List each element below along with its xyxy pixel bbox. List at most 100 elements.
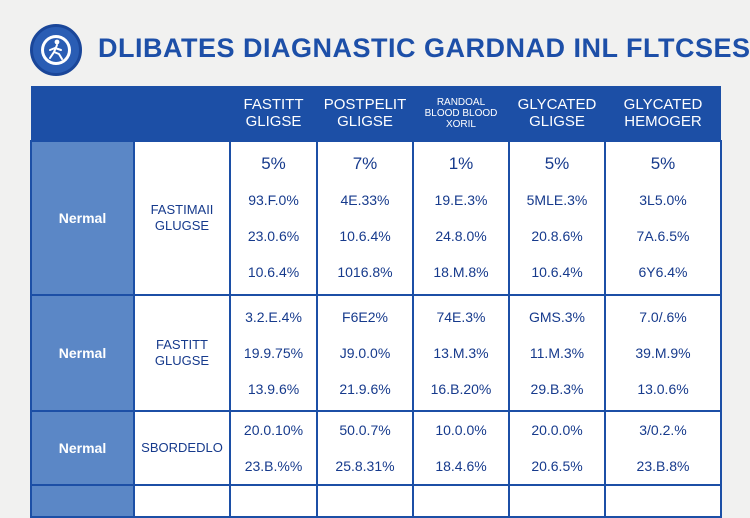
value: 3L5.0% — [639, 192, 687, 208]
value: 19.E.3% — [434, 192, 488, 208]
table-row: Nermal FASTIMAII GLUGSE 5% 93.F.0% 23.0.… — [30, 140, 722, 296]
value: F6E2% — [342, 309, 388, 325]
value-cell: 20.0.10% 23.B.%% — [229, 410, 318, 486]
logo — [30, 24, 82, 76]
header-cell-glycated-hemoglobin: GLYCATED HEMOGER — [605, 86, 721, 141]
value: 23.B.%% — [244, 458, 303, 474]
value: 7.0/.6% — [639, 309, 687, 325]
header-line: GLYCATED — [517, 96, 597, 113]
value-cell — [229, 484, 318, 518]
value: GMS.3% — [528, 309, 585, 325]
test-name-line: GLUGSE — [154, 353, 210, 368]
value: 13.0.6% — [637, 381, 689, 397]
header-line: POSTPELIT — [323, 96, 407, 113]
value: 18.M.8% — [433, 264, 489, 280]
header-cell-empty — [134, 86, 230, 141]
header-cell-fasting: FASTITT GLIGSE — [230, 86, 317, 141]
value: 3.2.E.4% — [245, 309, 302, 325]
value: 20.8.6% — [531, 228, 583, 244]
value: J9.0.0% — [339, 345, 391, 361]
value-cell: 5% 3L5.0% 7A.6.5% 6Y6.4% — [604, 140, 722, 296]
page-title: DLIBATES DIAGNASTIC GARDNAD INL FLTCSES — [98, 33, 750, 63]
value: 93.F.0% — [248, 192, 299, 208]
value: 10.6.4% — [247, 264, 300, 280]
header-line: BLOOD BLOOD — [424, 107, 498, 119]
value: 3/0.2.% — [639, 422, 687, 438]
value: 6Y6.4% — [638, 264, 688, 280]
value-cell: 50.0.7% 25.8.31% — [316, 410, 414, 486]
test-name-line: SBORDEDLO — [141, 440, 223, 455]
value-cell: 1% 19.E.3% 24.8.0% 18.M.8% — [412, 140, 510, 296]
value-cell: 10.0.0% 18.4.6% — [412, 410, 510, 486]
value: 10.6.4% — [339, 228, 391, 244]
test-name-cell: FASTIMAII GLUGSE — [133, 140, 231, 296]
value-cell — [412, 484, 510, 518]
test-name-line: GLUGSE — [154, 218, 210, 233]
header-line: GLIGSE — [529, 113, 585, 130]
header-line: XORIL — [445, 118, 476, 130]
value: 50.0.7% — [339, 422, 391, 438]
value: 23.B.8% — [636, 458, 690, 474]
header-line: GLIGSE — [337, 113, 393, 130]
value: 13.M.3% — [433, 345, 489, 361]
value: 24.8.0% — [435, 228, 487, 244]
test-name-cell: SBORDEDLO — [133, 410, 231, 486]
value: 4E.33% — [340, 192, 390, 208]
value: 10.0.0% — [435, 422, 487, 438]
header-cell-random: RANDOAL BLOOD BLOOD XORIL — [413, 86, 509, 141]
value: 19.9.75% — [243, 345, 304, 361]
value: 20.0.10% — [243, 422, 304, 438]
header-cell-glycated: GLYCATED GLIGSE — [509, 86, 605, 141]
value: 5MLE.3% — [526, 192, 588, 208]
header-line: GLYCATED — [623, 96, 703, 113]
header-line: RANDOAL — [436, 96, 486, 108]
value-cell: 3.2.E.4% 19.9.75% 13.9.6% — [229, 294, 318, 412]
header-row: FASTITT GLIGSE POSTPELIT GLIGSE RANDOAL … — [31, 86, 721, 141]
value: 11.M.3% — [529, 345, 585, 361]
value: 5% — [261, 154, 286, 173]
value-cell — [508, 484, 606, 518]
value: 16.B.20% — [430, 381, 492, 397]
row-label: Nermal — [30, 294, 135, 412]
header-line: FASTITT — [243, 96, 304, 113]
value-cell: GMS.3% 11.M.3% 29.B.3% — [508, 294, 606, 412]
header-line: GLIGSE — [245, 113, 302, 130]
header-line: HEMOGER — [624, 113, 702, 130]
test-name-line: FASTIMAII — [150, 202, 214, 217]
value: 29.B.3% — [530, 381, 584, 397]
value: 1% — [448, 154, 474, 173]
value-cell: 3/0.2.% 23.B.8% — [604, 410, 722, 486]
value: 10.6.4% — [531, 264, 583, 280]
value: 25.8.31% — [335, 458, 395, 474]
header-cell-postprandial: POSTPELIT GLIGSE — [317, 86, 413, 141]
page-header: DLIBATES DIAGNASTIC GARDNAD INL FLTCSES — [0, 0, 750, 86]
value: 21.9.6% — [339, 381, 391, 397]
diagnostic-table: FASTITT GLIGSE POSTPELIT GLIGSE RANDOAL … — [30, 86, 722, 518]
header-cell-empty — [31, 86, 134, 141]
value-cell: 74E.3% 13.M.3% 16.B.20% — [412, 294, 510, 412]
value-cell — [316, 484, 414, 518]
value: 74E.3% — [436, 309, 486, 325]
value-cell: 7.0/.6% 39.M.9% 13.0.6% — [604, 294, 722, 412]
value: 5% — [544, 154, 570, 173]
table-row: Nermal FASTITT GLUGSE 3.2.E.4% 19.9.75% … — [30, 294, 722, 412]
value: 18.4.6% — [435, 458, 487, 474]
figure-walking-icon — [41, 35, 71, 65]
value-cell: F6E2% J9.0.0% 21.9.6% — [316, 294, 414, 412]
value: 23.0.6% — [247, 228, 300, 244]
row-label: Nermal — [30, 140, 135, 296]
value: 20.6.5% — [531, 458, 583, 474]
value: 5% — [650, 154, 676, 173]
value: 7% — [352, 154, 378, 173]
value-cell: 5% 93.F.0% 23.0.6% 10.6.4% — [229, 140, 318, 296]
value: 7A.6.5% — [636, 228, 690, 244]
value-cell: 7% 4E.33% 10.6.4% 1016.8% — [316, 140, 414, 296]
value-cell: 5% 5MLE.3% 20.8.6% 10.6.4% — [508, 140, 606, 296]
test-name-cell — [133, 484, 231, 518]
row-label: Nermal — [30, 410, 135, 486]
value: 39.M.9% — [635, 345, 691, 361]
row-label — [30, 484, 135, 518]
value: 20.0.0% — [531, 422, 583, 438]
table-row: Nermal SBORDEDLO 20.0.10% 23.B.%% 50.0.7… — [30, 410, 722, 486]
test-name-cell: FASTITT GLUGSE — [133, 294, 231, 412]
